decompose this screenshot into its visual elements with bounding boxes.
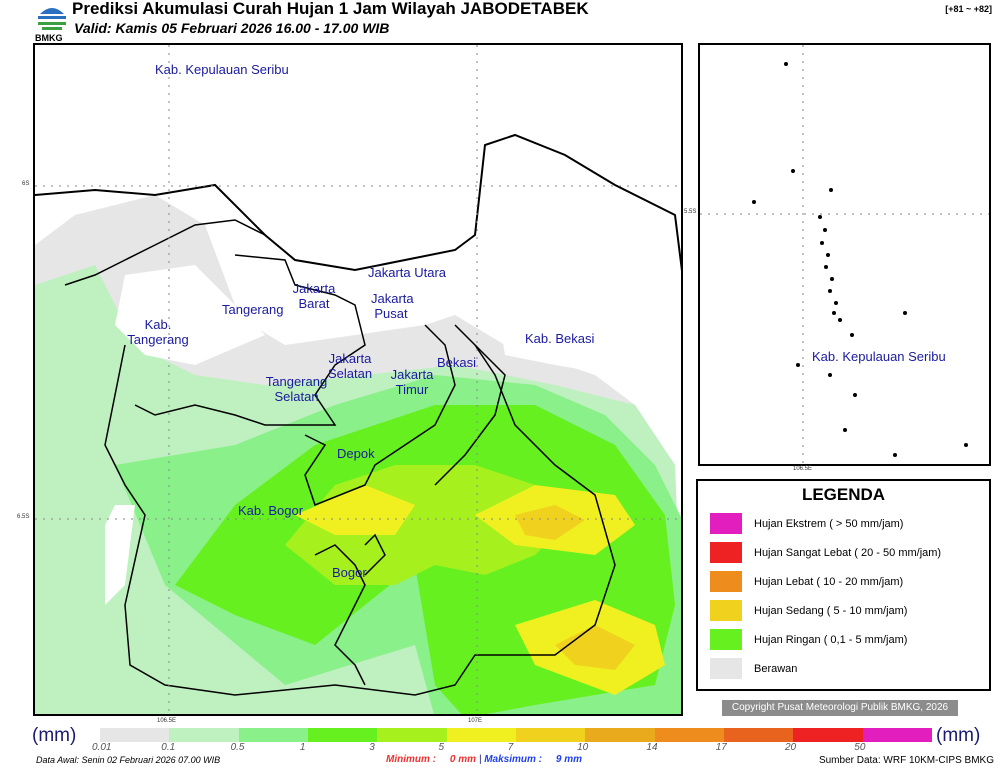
min-value: 0 mm: [449, 754, 477, 765]
region-label: Kab. Kepulauan Seribu: [812, 349, 946, 364]
colorbar-segment: [723, 728, 794, 742]
colorbar-segment: [446, 728, 516, 742]
colorbar-tick-label: 10: [577, 742, 589, 753]
rainfall-map[interactable]: Kab. Kepulauan Seribu Jakarta Utara Jaka…: [33, 43, 683, 716]
unit-right: (mm): [936, 725, 981, 746]
region-label: Jakarta Utara: [368, 265, 447, 280]
colorbar-segment: [793, 728, 863, 742]
region-label: Kab. Kepulauan Seribu: [155, 62, 289, 77]
legend-item: Hujan Sedang ( 5 - 10 mm/jam): [710, 600, 907, 621]
colorbar-segment: [862, 728, 932, 742]
colorbar-tick-label: 17: [715, 742, 727, 753]
colorbar-tick-label: 5: [438, 742, 445, 753]
colorbar: [100, 728, 932, 742]
colorbar-tick-label: 0.1: [161, 742, 176, 753]
region-label: Jakarta Timur: [390, 367, 434, 397]
region-label: Tangerang Selatan: [265, 374, 328, 404]
colorbar-segment: [377, 728, 447, 742]
legend-item: Hujan Ringan ( 0,1 - 5 mm/jam): [710, 629, 907, 650]
lon-tick: 107E: [468, 718, 483, 724]
colorbar-tick-label: 20: [785, 742, 797, 753]
lat-tick: 5.5S: [684, 209, 697, 215]
region-label: Jakarta Barat: [292, 281, 336, 311]
bmkg-logo: [38, 8, 66, 30]
colorbar-tick-label: 1: [299, 742, 306, 753]
region-label: Bogor: [332, 565, 367, 580]
region-label: Kab. Tangerang: [127, 317, 189, 347]
data-awal: Data Awal: Senin 02 Februari 2026 07.00 …: [36, 755, 221, 765]
legend-item: Hujan Ekstrem ( > 50 mm/jam): [710, 513, 903, 534]
data-source: Sumber Data: WRF 10KM-CIPS BMKG: [818, 755, 994, 766]
colorbar-segment: [307, 728, 378, 742]
lat-tick: 6.5S: [17, 514, 30, 520]
forecast-hour-code: [+81 ~ +82]: [945, 4, 992, 14]
lon-tick: 106.5E: [157, 718, 177, 724]
unit-left: (mm): [32, 725, 77, 746]
min-label: Minimum :: [386, 754, 436, 765]
rainfall-field: [35, 45, 681, 714]
region-label: Kab. Bogor: [238, 503, 304, 518]
colorbar-tick-label: 7: [507, 742, 514, 753]
logo-text: BMKG: [35, 33, 63, 43]
colorbar-segment: [654, 728, 724, 742]
colorbar-tick-label: 0.5: [230, 742, 245, 753]
lat-tick: 6S: [22, 181, 30, 187]
colorbar-segment: [169, 728, 239, 742]
copyright: Copyright Pusat Meteorologi Publik BMKG,…: [722, 700, 958, 716]
region-label: Kab. Bekasi: [525, 331, 595, 346]
legend-item: Berawan: [710, 658, 797, 679]
region-label: Tangerang: [222, 302, 284, 317]
colorbar-segment: [515, 728, 586, 742]
colorbar-tick-label: 3: [369, 742, 375, 753]
legend-title: LEGENDA: [801, 485, 886, 504]
region-label: Jakarta Selatan: [327, 351, 373, 381]
valid-time: Valid: Kamis 05 Februari 2026 16.00 - 17…: [74, 20, 390, 36]
inset-islands: [700, 45, 989, 464]
lon-tick: 106.5E: [793, 466, 813, 472]
legend: LEGENDA Hujan Ekstrem ( > 50 mm/jam) Huj…: [696, 479, 991, 691]
colorbar-tick-label: 50: [854, 742, 866, 753]
separator: |: [478, 754, 482, 765]
max-label: Maksimum :: [484, 754, 542, 765]
legend-item: Hujan Lebat ( 10 - 20 mm/jam): [710, 571, 903, 592]
min-max: Minimum : 0 mm | Maksimum : 9 mm: [386, 754, 582, 765]
colorbar-segment: [100, 728, 170, 742]
inset-map[interactable]: Kab. Kepulauan Seribu: [698, 43, 991, 466]
region-label: Depok: [337, 446, 375, 461]
colorbar-segment: [238, 728, 308, 742]
colorbar-segment: [585, 728, 655, 742]
max-value: 9 mm: [555, 754, 583, 765]
colorbar-tick-label: 14: [646, 742, 658, 753]
region-label: Bekasi: [437, 355, 477, 370]
region-label: Jakarta Pusat: [371, 291, 414, 321]
page-title: Prediksi Akumulasi Curah Hujan 1 Jam Wil…: [72, 0, 589, 18]
legend-item: Hujan Sangat Lebat ( 20 - 50 mm/jam): [710, 542, 941, 563]
colorbar-tick-label: 0.01: [92, 742, 112, 753]
